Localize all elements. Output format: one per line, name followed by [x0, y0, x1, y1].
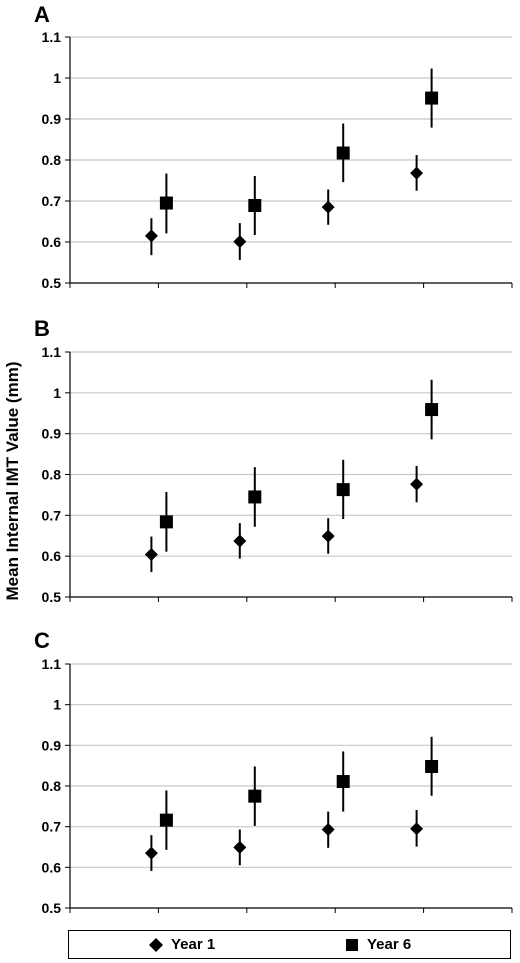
panel-c-y-tick-label: 1	[53, 697, 61, 713]
panel-a-year-1-point	[144, 229, 158, 243]
legend-label-year-6: Year 6	[367, 936, 412, 953]
panel-b-y-tick-label: 0.6	[42, 548, 62, 564]
panel-b-y-tick-label: 0.8	[42, 467, 62, 483]
panel-c-year-1-point	[233, 840, 247, 854]
panel-c-year-6-point	[159, 813, 173, 827]
legend-item-year-1: Year 1	[149, 936, 215, 953]
panel-b-y-tick-label: 0.9	[42, 426, 62, 442]
legend: Year 1 Year 6	[68, 930, 511, 959]
panel-b-year-1-point	[144, 548, 158, 562]
panel-a-year-6-point	[159, 196, 173, 210]
panel-b-y-tick-label: 0.7	[42, 507, 62, 523]
panel-b-year-1-point	[410, 477, 424, 491]
panel-c-y-tick-label: 1.1	[42, 656, 62, 672]
panel-a-year-6-point	[425, 91, 439, 105]
panel-c-y-tick-label: 0.6	[42, 859, 62, 875]
shared-y-axis-label-text: Mean Internal IMT Value (mm)	[3, 361, 22, 601]
shared-y-axis-label: Mean Internal IMT Value (mm)	[3, 336, 27, 626]
panel-b-label: B	[34, 316, 50, 341]
panel-c-label: C	[34, 628, 50, 653]
panel-b-year-6-point	[336, 483, 350, 497]
panel-c-year-6-point	[425, 759, 439, 773]
panel-c-year-1-point	[321, 823, 335, 837]
panel-c-year-1-point	[410, 822, 424, 836]
legend-label-year-1: Year 1	[171, 936, 216, 953]
panel-a-y-tick-label: 1	[53, 70, 61, 86]
panel-c-y-tick-label: 0.7	[42, 819, 62, 835]
panel-c-year-1-point	[144, 846, 158, 860]
diamond-marker-icon	[149, 937, 163, 952]
panel-a-y-tick-label: 0.5	[42, 275, 62, 291]
panel-c-y-tick-label: 0.9	[42, 737, 62, 753]
panel-b-year-1-point	[233, 534, 247, 548]
panel-a-label: A	[34, 2, 50, 27]
panel-b-y-tick-label: 1.1	[42, 344, 62, 360]
panel-b-year-6-point	[159, 515, 173, 529]
panel-a-year-6-point	[336, 146, 350, 160]
panel-b-year-6-point	[425, 403, 439, 417]
panel-c-year-6-point	[336, 775, 350, 789]
square-marker-icon	[346, 938, 358, 951]
panel-c-y-tick-label: 0.8	[42, 778, 62, 794]
panel-a-y-tick-label: 1.1	[42, 29, 62, 45]
panel-a-y-tick-label: 0.8	[42, 152, 62, 168]
panel-a-year-1-point	[321, 200, 335, 214]
panel-b-y-tick-label: 1	[53, 385, 61, 401]
legend-item-year-6: Year 6	[345, 936, 411, 953]
panel-a-y-tick-label: 0.7	[42, 193, 62, 209]
panel-a-year-1-point	[233, 235, 247, 249]
panel-c-year-6-point	[248, 789, 262, 803]
panel-a-year-1-point	[410, 166, 424, 180]
panel-b-year-1-point	[321, 529, 335, 543]
panel-a-year-6-point	[248, 199, 262, 213]
panel-b-y-tick-label: 0.5	[42, 589, 62, 605]
panel-a-y-tick-label: 0.6	[42, 234, 62, 250]
panel-a-y-tick-label: 0.9	[42, 111, 62, 127]
panel-c-y-tick-label: 0.5	[42, 900, 62, 916]
panel-b-year-6-point	[248, 490, 262, 504]
